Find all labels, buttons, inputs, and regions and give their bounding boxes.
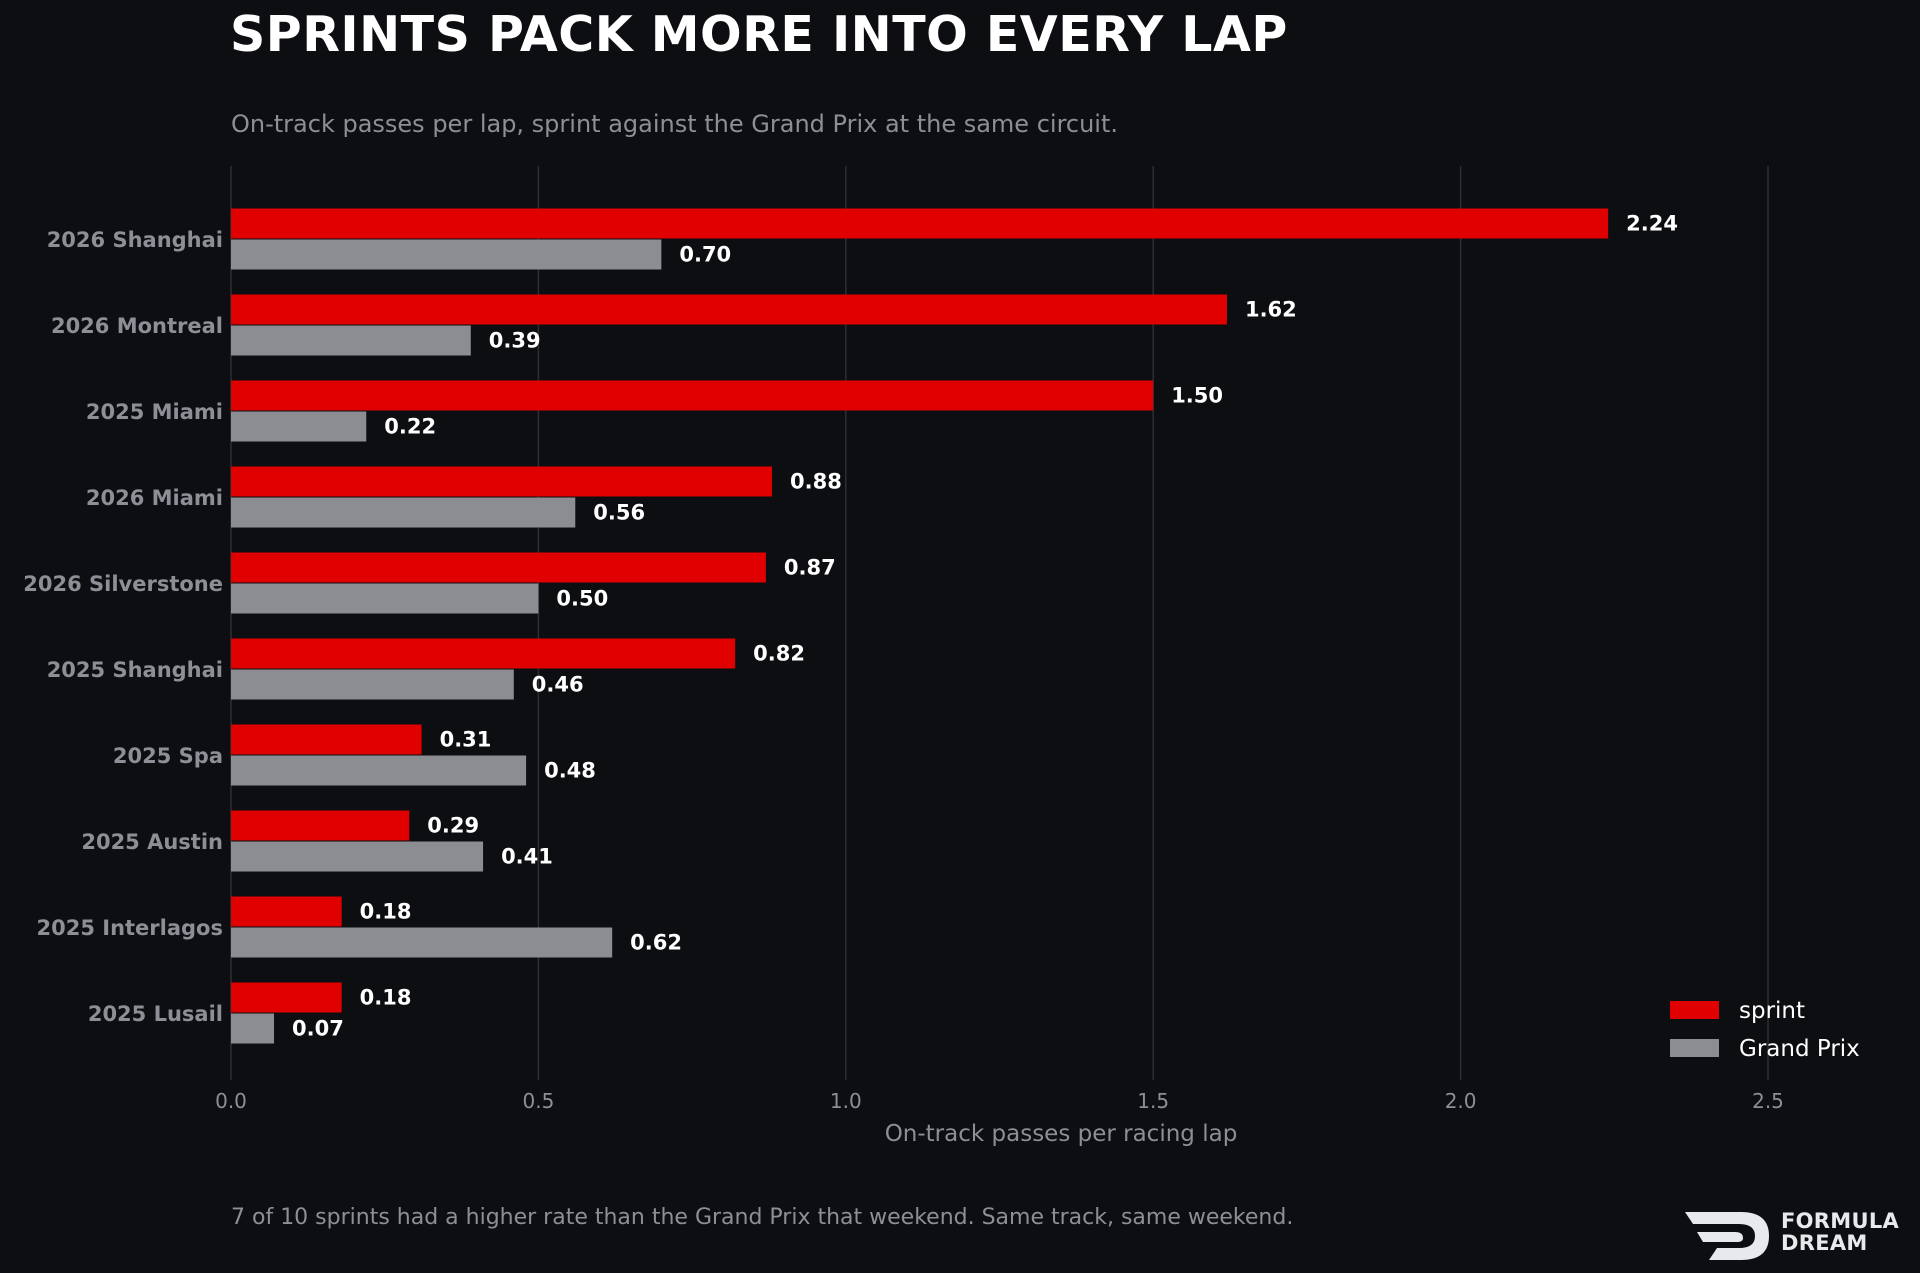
sprint-value-label: 0.18 [360,986,412,1010]
sprint-value-label: 1.50 [1171,384,1223,408]
grand-prix-value-label: 0.70 [679,243,731,267]
x-axis-label: On-track passes per racing lap [885,1121,1238,1147]
grand-prix-bar [231,669,514,700]
grand-prix-bar [231,411,367,442]
category-label: 2025 Spa [113,744,223,768]
logo-line-1: FORMULA [1781,1209,1900,1233]
legend-label-grand-prix: Grand Prix [1739,1036,1860,1062]
legend-label-sprint: sprint [1739,998,1805,1024]
sprint-bar [231,380,1154,411]
sprint-value-label: 0.31 [440,728,492,752]
grand-prix-bar [231,325,471,356]
legend-swatch-sprint [1670,1001,1719,1019]
x-tick-label: 0.5 [522,1089,554,1113]
sprint-value-label: 2.24 [1626,212,1678,236]
bars [231,208,1609,1044]
grand-prix-bar [231,755,527,786]
category-label: 2025 Shanghai [47,658,223,682]
grand-prix-bar [231,841,484,872]
grand-prix-bar [231,927,613,958]
category-label: 2026 Montreal [51,314,223,338]
logo-wordmark: FORMULA DREAM [1781,1210,1899,1254]
footnote: 7 of 10 sprints had a higher rate than t… [231,1205,1294,1230]
grand-prix-value-label: 0.56 [593,501,645,525]
grand-prix-value-label: 0.22 [384,415,436,439]
x-tick-label: 2.5 [1752,1089,1784,1113]
grand-prix-value-label: 0.50 [556,587,608,611]
category-label: 2026 Silverstone [23,572,223,596]
legend-swatch-grand-prix [1670,1039,1719,1057]
x-tick-label: 1.5 [1137,1089,1169,1113]
category-label: 2025 Miami [86,400,223,424]
sprint-bar [231,466,773,497]
grand-prix-value-label: 0.07 [292,1017,344,1041]
category-label: 2025 Lusail [88,1002,223,1026]
category-labels: 2026 Shanghai 2026 Montreal 2025 Miami 2026… [23,228,223,1026]
sprint-bar [231,552,766,583]
sprint-value-label: 0.18 [360,900,412,924]
grand-prix-bar [231,1013,275,1044]
grand-prix-value-label: 0.39 [489,329,541,353]
grand-prix-bar [231,239,662,270]
chart-subtitle: On-track passes per lap, sprint against … [231,110,1119,138]
sprint-bar [231,638,736,669]
chart-title: SPRINTS PACK MORE INTO EVERY LAP [230,6,1288,63]
grand-prix-bar [231,583,539,614]
formula-dream-logo: FORMULA DREAM [1683,1206,1913,1262]
grand-prix-value-label: 0.62 [630,931,682,955]
sprint-bar [231,208,1609,239]
grand-prix-bar [231,497,576,528]
sprint-bar [231,724,422,755]
sprint-value-label: 0.88 [790,470,842,494]
category-label: 2025 Austin [81,830,223,854]
x-tick-label: 1.0 [830,1089,862,1113]
sprint-bar [231,810,410,841]
sprint-bar [231,896,342,927]
logo-line-2: DREAM [1781,1231,1868,1255]
grand-prix-value-label: 0.48 [544,759,596,783]
sprint-value-label: 0.82 [753,642,805,666]
x-tick-label: 0.0 [215,1089,247,1113]
category-label: 2026 Shanghai [47,228,223,252]
category-label: 2025 Interlagos [37,916,224,940]
category-label: 2026 Miami [86,486,223,510]
legend: sprint Grand Prix [1670,998,1860,1062]
x-tick-label: 2.0 [1445,1089,1477,1113]
sprint-bar [231,294,1227,325]
x-axis-ticks: 0.0 0.5 1.0 1.5 2.0 2.5 [215,1089,1784,1113]
sprint-value-label: 0.87 [784,556,836,580]
sprint-value-label: 1.62 [1245,298,1297,322]
value-labels: 2.24 0.70 1.62 0.39 1.50 0.22 0.88 0.56 0.87 0.50… [292,212,1678,1041]
sprint-value-label: 0.29 [427,814,479,838]
sprint-bar [231,982,342,1013]
logo-mark-icon [1685,1212,1769,1260]
grand-prix-value-label: 0.46 [532,673,584,697]
grand-prix-value-label: 0.41 [501,845,553,869]
